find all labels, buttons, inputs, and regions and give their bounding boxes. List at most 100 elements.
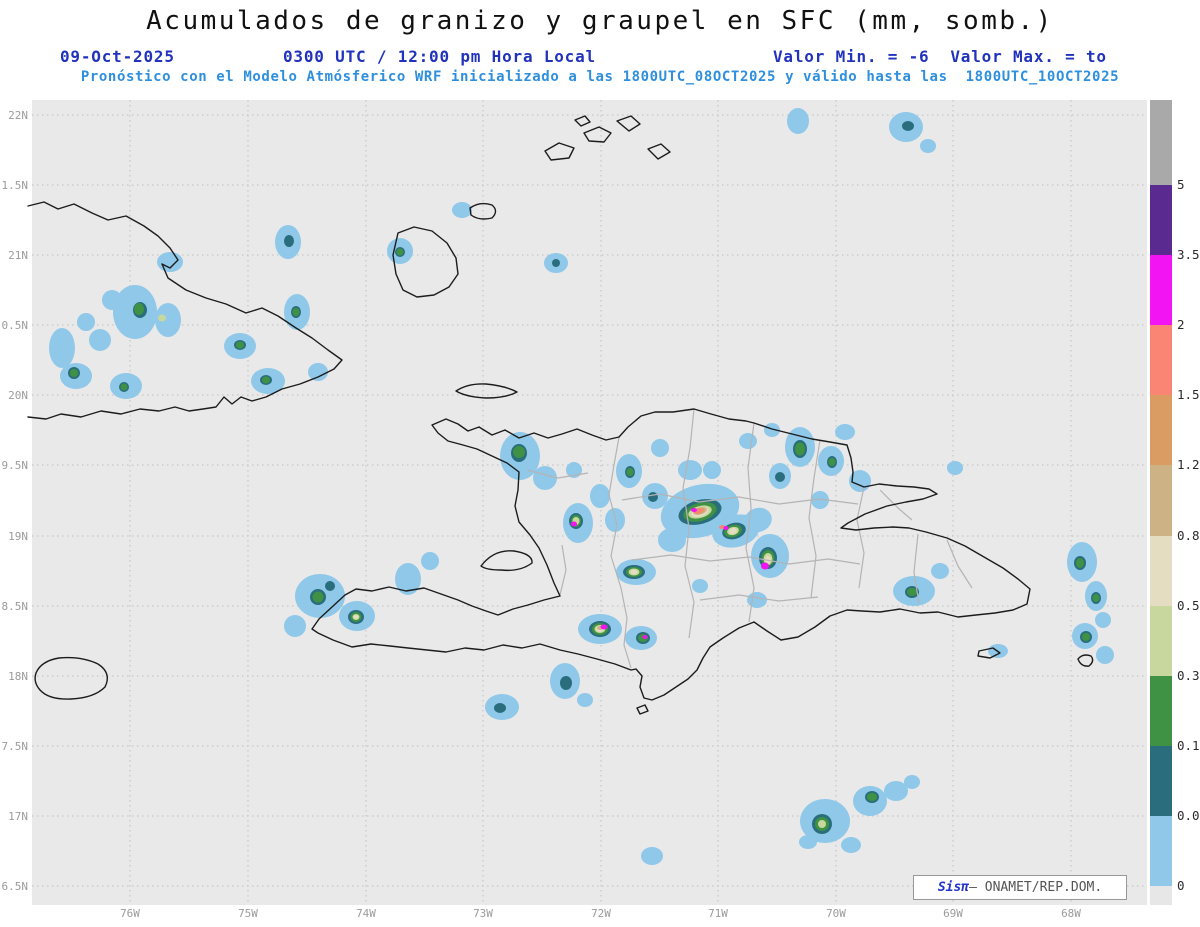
precip-cell <box>747 592 767 608</box>
precip-cell <box>719 524 725 530</box>
x-axis-labels: 76W 75W 74W 73W 72W 71W 70W 69W 68W <box>120 907 1081 920</box>
precip-cell <box>723 526 729 530</box>
x-tick-label: 73W <box>473 907 493 920</box>
precip-cell <box>787 108 809 134</box>
precip-cell <box>626 468 634 476</box>
credit-text: – ONAMET/REP.DOM. <box>969 880 1103 895</box>
precip-cell <box>931 563 949 579</box>
precip-cell <box>134 303 144 315</box>
precip-cell <box>70 369 78 377</box>
x-tick-label: 70W <box>826 907 846 920</box>
precip-cell <box>284 235 294 247</box>
colorbar-tick-label: 2 <box>1177 317 1185 332</box>
precip-cell <box>353 615 359 619</box>
precip-cell <box>1096 646 1114 664</box>
colorbar-segment <box>1150 886 1172 905</box>
coastline-saona <box>977 647 1001 659</box>
precip-cell <box>1092 594 1100 602</box>
precip-cell <box>764 423 780 437</box>
precip-cell <box>155 303 181 337</box>
colorbar-tick-label: 0 <box>1177 878 1185 893</box>
x-tick-label: 74W <box>356 907 376 920</box>
colorbar-segment <box>1150 676 1172 746</box>
colorbar-tick-label: 1.5 <box>1177 387 1200 402</box>
colorbar-segment <box>1150 325 1172 395</box>
y-tick-label: 0.5N <box>2 319 29 332</box>
y-tick-label: 8.5N <box>2 600 29 613</box>
coastline-cuba <box>27 201 343 420</box>
precip-cell <box>692 579 708 593</box>
precip-cell <box>904 775 920 789</box>
x-tick-label: 68W <box>1061 907 1081 920</box>
colorbar-segment <box>1150 100 1172 185</box>
precip-cell <box>841 837 861 853</box>
precip-cell <box>828 458 836 466</box>
precip-cell <box>600 624 608 630</box>
precip-cell <box>648 492 658 502</box>
map-shape <box>699 594 819 602</box>
precip-cell <box>590 484 610 508</box>
x-tick-label: 76W <box>120 907 140 920</box>
precip-cell <box>533 466 557 490</box>
coastline-tortuga <box>455 383 518 399</box>
precip-cell <box>799 835 817 849</box>
precip-cell <box>552 259 560 267</box>
precip-cell <box>678 460 702 480</box>
model-info: Pronóstico con el Modelo Atmósferico WRF… <box>80 69 1120 85</box>
map-shape <box>913 533 920 605</box>
precip-cell <box>907 588 917 596</box>
precip-cell <box>158 314 166 322</box>
x-tick-label: 69W <box>943 907 963 920</box>
precip-cell <box>761 562 769 570</box>
precip-cell <box>325 581 335 591</box>
precip-cell <box>947 461 963 475</box>
credit-box: Sisπ – ONAMET/REP.DOM. <box>913 875 1127 900</box>
precip-cell <box>1095 612 1111 628</box>
y-tick-label: 18N <box>8 670 28 683</box>
precip-cell <box>835 424 855 440</box>
map-shape <box>631 554 861 565</box>
precip-cell <box>494 703 506 713</box>
coastline-beata <box>636 704 649 715</box>
colorbar-segment <box>1150 606 1172 676</box>
map-shape <box>526 469 589 479</box>
colorbar: 5 3.5 2 1.5 1.2 0.8 0.5 0.3 0.1 0.05 0 <box>1150 100 1200 905</box>
coastline-caicos-3 <box>616 115 641 132</box>
precip-cell <box>262 376 270 384</box>
map-shape <box>879 489 913 521</box>
y-tick-label: 9.5N <box>2 459 29 472</box>
map-shape <box>808 439 821 599</box>
y-tick-label: 17N <box>8 810 28 823</box>
precip-cell <box>630 569 638 575</box>
precip-cell <box>1076 558 1084 568</box>
forecast-time: 0300 UTC / 12:00 pm Hora Local <box>283 47 596 66</box>
precip-cell <box>312 591 324 603</box>
colorbar-tick-label: 3.5 <box>1177 247 1200 262</box>
precip-cell <box>396 248 404 256</box>
grid-lines <box>32 100 1147 905</box>
y-tick-label: 6.5N <box>2 880 29 893</box>
precip-cell <box>884 781 908 801</box>
coastline-hispaniola <box>311 408 1031 701</box>
precip-cell <box>292 308 300 316</box>
colorbar-tick-label: 0.5 <box>1177 598 1200 613</box>
precip-cell <box>513 446 525 458</box>
precip-cell <box>560 676 572 690</box>
page-title: Acumulados de granizo y graupel en SFC (… <box>146 6 1054 36</box>
province-borders <box>526 408 973 669</box>
map-shape <box>856 486 865 589</box>
colorbar-tick-label: 1.2 <box>1177 457 1200 472</box>
precip-cell <box>641 847 663 865</box>
y-tick-label: 22N <box>8 109 28 122</box>
colorbar-tick-label: 0.8 <box>1177 528 1200 543</box>
coastline-caicos-1 <box>544 142 575 161</box>
credit-brand: Sisπ <box>937 880 970 895</box>
precip-cell <box>902 121 914 131</box>
border-haiti-dr <box>608 436 632 669</box>
precip-cell <box>739 433 757 449</box>
colorbar-segment <box>1150 746 1172 816</box>
precip-cell <box>566 462 582 478</box>
precip-cell <box>651 439 669 457</box>
